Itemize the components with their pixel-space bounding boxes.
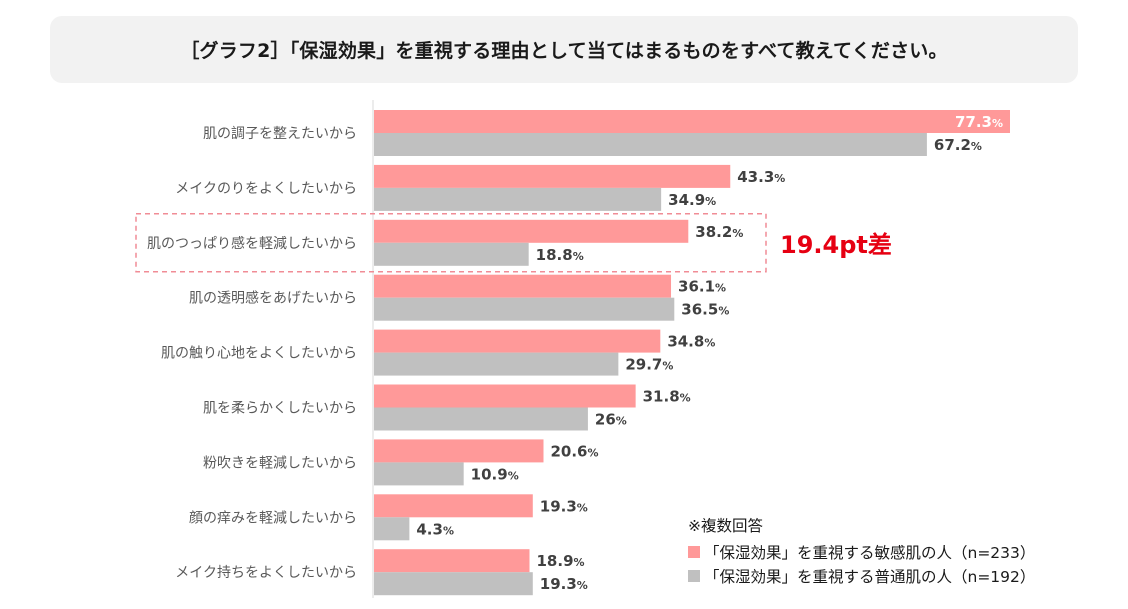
bar-normal xyxy=(374,242,529,266)
value-label-normal: 26% xyxy=(595,411,627,429)
value-label-normal: 29.7% xyxy=(625,356,673,374)
bar-normal xyxy=(374,133,927,156)
category-label: 肌を柔らかくしたいから xyxy=(203,401,357,417)
value-label-sensitive: 38.2% xyxy=(695,223,743,241)
category-label: 肌の触り心地をよくしたいから xyxy=(161,346,357,362)
value-label-normal: 10.9% xyxy=(471,465,519,483)
value-label-sensitive: 18.9% xyxy=(537,552,585,570)
legend-item-sensitive: 「保湿効果」を重視する敏感肌の人（n=233） xyxy=(688,540,1035,564)
category-label: メイクのりをよくしたいから xyxy=(175,181,357,197)
value-label-sensitive: 36.1% xyxy=(678,278,726,296)
category-label: 粉吹きを軽減したいから xyxy=(203,454,357,471)
value-label-normal: 34.9% xyxy=(668,191,716,209)
value-label-normal: 4.3% xyxy=(416,520,454,538)
category-label: 顔の痒みを軽減したいから xyxy=(189,509,357,526)
value-label-sensitive: 43.3% xyxy=(737,168,785,186)
value-label-sensitive: 77.3% xyxy=(955,113,1003,131)
value-label-sensitive: 19.3% xyxy=(540,497,588,515)
bar-normal xyxy=(374,297,675,321)
bar-normal xyxy=(374,572,533,596)
chart-title: ［グラフ2］「保湿効果」を重視する理由として当てはまるものをすべて教えてください… xyxy=(180,40,948,62)
bar-sensitive xyxy=(374,274,672,298)
bar-sensitive xyxy=(374,329,661,353)
value-label-sensitive: 34.8% xyxy=(667,333,715,351)
value-label-sensitive: 20.6% xyxy=(550,442,598,460)
bar-normal xyxy=(374,407,588,431)
value-label-normal: 18.8% xyxy=(536,246,584,264)
bar-sensitive xyxy=(374,110,1010,133)
bar-normal xyxy=(374,187,662,211)
bar-sensitive xyxy=(374,494,533,518)
category-label: 肌のつっぱり感を軽減したいから xyxy=(147,235,357,252)
category-label: 肌の調子を整えたいから xyxy=(203,126,357,142)
bar-normal xyxy=(374,517,410,541)
legend-item-normal: 「保湿効果」を重視する普通肌の人（n=192） xyxy=(688,564,1035,588)
bar-sensitive xyxy=(374,384,636,408)
category-label: メイク持ちをよくしたいから xyxy=(175,565,357,581)
legend-swatch-sensitive xyxy=(688,546,700,558)
bar-sensitive xyxy=(374,219,689,243)
value-label-sensitive: 31.8% xyxy=(643,388,691,406)
legend-label-sensitive: 「保湿効果」を重視する敏感肌の人（n=233） xyxy=(704,544,1036,562)
value-label-normal: 19.3% xyxy=(540,575,588,593)
legend-label-normal: 「保湿効果」を重視する普通肌の人（n=192） xyxy=(704,568,1036,586)
legend: ※複数回答 「保湿効果」を重視する敏感肌の人（n=233） 「保湿効果」を重視す… xyxy=(688,514,1035,588)
bar-sensitive xyxy=(374,549,530,573)
bar-sensitive xyxy=(374,439,544,463)
bar-sensitive xyxy=(374,164,731,188)
value-label-normal: 67.2% xyxy=(934,136,982,154)
category-label: 肌の透明感をあげたいから xyxy=(189,290,357,307)
difference-annotation: 19.4pt差 xyxy=(780,231,892,259)
legend-swatch-normal xyxy=(688,570,700,582)
bar-normal xyxy=(374,352,619,376)
legend-note: ※複数回答 xyxy=(688,517,763,535)
bar-normal xyxy=(374,462,464,486)
title-box: ［グラフ2］「保湿効果」を重視する理由として当てはまるものをすべて教えてください… xyxy=(50,16,1078,83)
highlight-box xyxy=(135,213,767,273)
value-label-normal: 36.5% xyxy=(681,301,729,319)
